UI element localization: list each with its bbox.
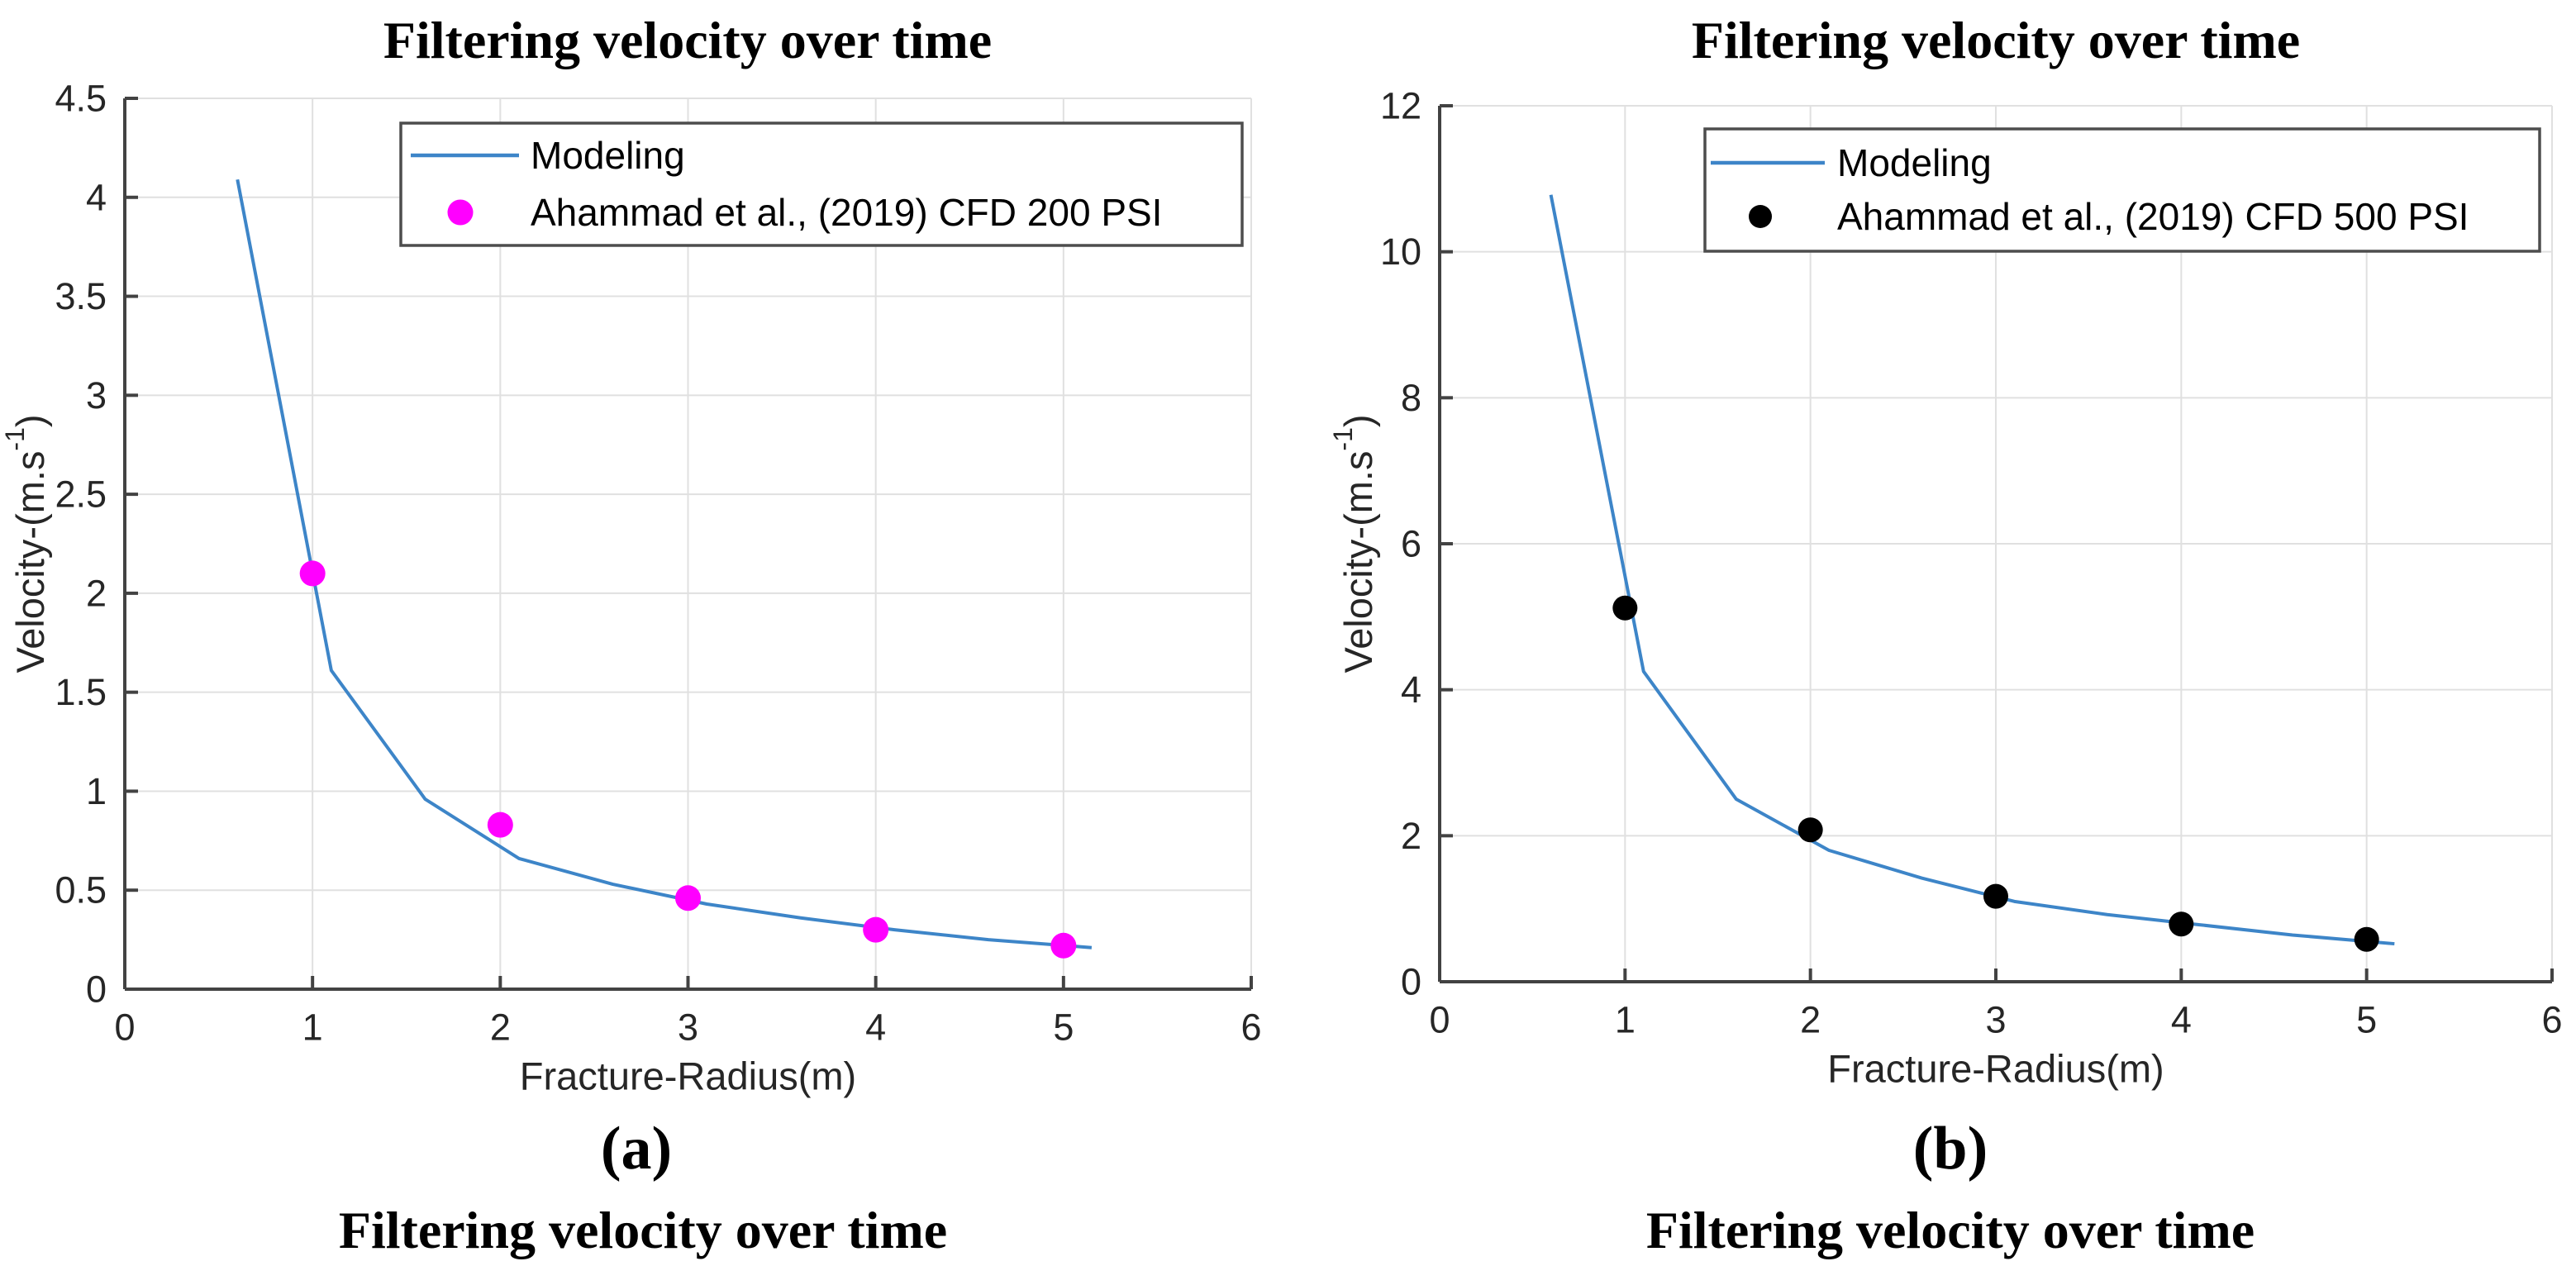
axes [123, 97, 1253, 991]
chart-a-bottom-title: Filtering velocity over time [338, 1201, 948, 1259]
chart-a-plot: 0 1 2 3 4 5 6 0 0.5 1 1.5 2 2.5 3 3.5 4 4.5 Fracture-Radi… [0, 78, 1262, 1098]
scatter-point [299, 560, 326, 587]
chart-panel-b: 0 1 2 3 4 5 6 0 2 4 6 8 10 12 Fracture-Radius(m) Veloci… [1288, 0, 2576, 1266]
scatter-point [1983, 883, 2008, 909]
x-tick-label: 3 [678, 1007, 698, 1049]
y-tick-label: 12 [1380, 85, 1421, 127]
y-tick-label: 0.5 [55, 869, 107, 911]
x-tick-label: 1 [302, 1007, 323, 1049]
y-tick-label: 4 [86, 176, 107, 218]
chart-b-plot: 0 1 2 3 4 5 6024681012Fracture-Radius(m)Veloci… [1328, 85, 2563, 1091]
x-axis-label: Fracture-Radius(m) [1827, 1047, 2164, 1091]
scatter-point [487, 811, 513, 838]
scatter-points [299, 560, 1077, 959]
y-tick-label: 2 [86, 572, 107, 614]
x-tick-label: 3 [1985, 999, 2006, 1041]
x-axis-label: Fracture-Radius(m) [520, 1054, 856, 1098]
scatter-point [1612, 595, 1638, 621]
x-tick-label: 4 [865, 1007, 886, 1049]
y-tick-label: 3 [86, 374, 107, 416]
legend-entry-label: Ahammad et al., (2019) CFD 500 PSI [1837, 195, 2469, 238]
y-axis-label: Velocity-(m.s-1) [1328, 414, 1380, 673]
legend: Modeling Ahammad et al., (2019) CFD 200 P… [399, 121, 1244, 247]
scatter-point [675, 885, 701, 911]
y-tick-label: 4.5 [55, 78, 107, 120]
y-tick-label: 0 [86, 969, 107, 1011]
y-tick-label: 0 [1401, 961, 1421, 1003]
y-tick-label: 10 [1380, 231, 1421, 273]
chart-b-title: Filtering velocity over time [1691, 11, 2301, 69]
scatter-points [1612, 595, 2379, 952]
x-tick-label: 2 [490, 1007, 511, 1049]
axes [1438, 104, 2554, 983]
scatter-point [1050, 932, 1077, 959]
legend: Modeling Ahammad et al., (2019) CFD 500 P… [1703, 127, 2541, 253]
legend-entry-label: Ahammad et al., (2019) CFD 200 PSI [531, 191, 1162, 234]
y-tick-label: 1.5 [55, 671, 107, 713]
y-tick-label: 2 [1401, 815, 1421, 857]
chart-a-title: Filtering velocity over time [383, 11, 993, 69]
x-tick-label: 5 [2356, 999, 2377, 1041]
legend-marker-sample [447, 199, 474, 226]
x-tick-label: 6 [2541, 999, 2562, 1041]
y-tick-label: 3.5 [55, 275, 107, 317]
modeling-line [1549, 194, 2395, 946]
x-tick-label: 0 [1429, 999, 1450, 1041]
y-tick-label: 2.5 [55, 474, 107, 516]
legend-entry-label: Modeling [531, 134, 685, 177]
chart-b-bottom-title: Filtering velocity over time [1645, 1201, 2255, 1259]
scatter-point [863, 916, 889, 943]
legend-marker-sample [1749, 205, 1772, 228]
y-tick-label: 8 [1401, 377, 1421, 419]
legend-box [1703, 127, 2541, 253]
modeling-line [236, 178, 1093, 950]
x-tick-label: 0 [114, 1007, 135, 1049]
x-tick-label: 1 [1615, 999, 1636, 1041]
x-tick-label: 4 [2171, 999, 2192, 1041]
y-axis-label: Velocity-(m.s-1) [0, 414, 52, 673]
legend-box [399, 121, 1244, 247]
x-tick-label: 5 [1053, 1007, 1074, 1049]
legend-entry-label: Modeling [1837, 141, 1992, 184]
y-tick-label: 1 [86, 770, 107, 812]
tick-labels: 0 1 2 3 4 5 6 0 0.5 1 1.5 2 2.5 3 3.5 4 4.5 [55, 78, 1261, 1049]
y-tick-label: 4 [1401, 669, 1421, 711]
x-tick-label: 2 [1800, 999, 1821, 1041]
chart-panel-a: 0 1 2 3 4 5 6 0 0.5 1 1.5 2 2.5 3 3.5 4 4.5 Fracture-Radi… [0, 11, 1262, 1259]
y-tick-label: 6 [1401, 523, 1421, 565]
x-tick-label: 6 [1240, 1007, 1261, 1049]
scatter-point [2169, 911, 2194, 937]
scatter-point [2354, 926, 2379, 952]
chart-a-caption: (a) [600, 1115, 673, 1183]
scatter-point [1797, 817, 1823, 843]
chart-b-caption: (b) [1912, 1115, 1988, 1183]
